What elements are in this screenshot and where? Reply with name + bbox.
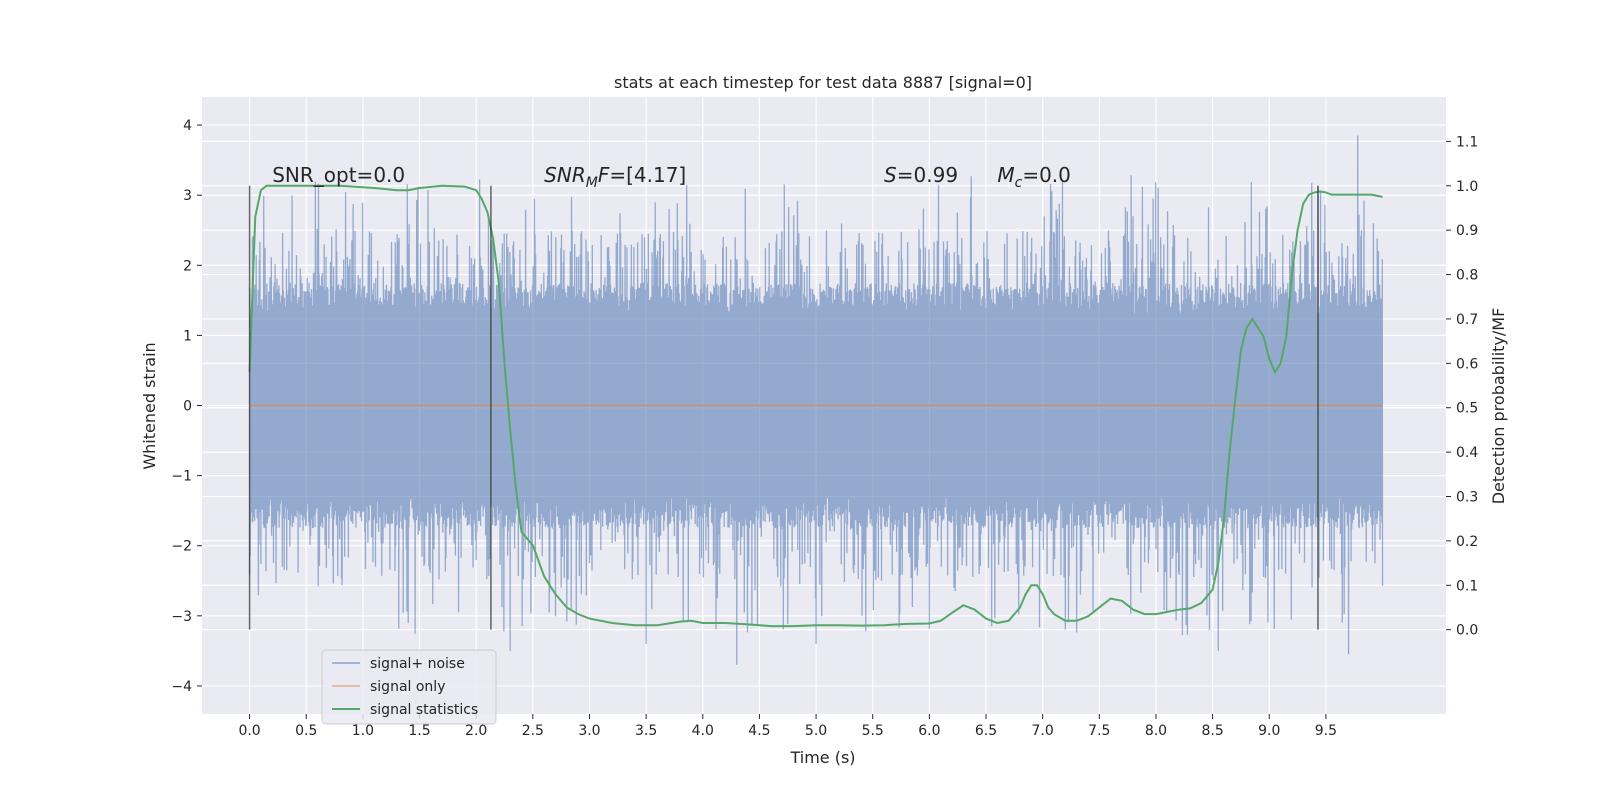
window-markers: [248, 185, 1319, 630]
x-tick-label: 2.0: [465, 723, 487, 739]
y2-tick-label: 0.2: [1456, 534, 1478, 550]
x-tick-label: 4.0: [692, 723, 714, 739]
x-tick-label: 1.5: [408, 723, 430, 739]
signal-plus-noise-series: [248, 135, 1384, 665]
annotation-3: Mc=0.0: [997, 163, 1071, 191]
x-tick-label: 0.5: [295, 723, 317, 739]
y-tick-label: −4: [171, 679, 192, 695]
x-tick-label: 7.5: [1088, 723, 1110, 739]
y2-tick-label: 0.8: [1456, 268, 1478, 284]
line-series: [248, 184, 1383, 628]
annotations: SNR_opt=0.0 SNRMF=[4.17] S=0.99 Mc=0.0: [272, 163, 1071, 191]
y-tick-label: −1: [171, 469, 192, 485]
y2-tick-label: 0.5: [1456, 401, 1478, 417]
x-tick-label: 0.0: [238, 723, 260, 739]
x-tick-label: 3.0: [578, 723, 600, 739]
legend-label-signal-only: signal only: [370, 679, 445, 695]
y2-tick-label: 1.1: [1456, 134, 1478, 150]
legend-label-signal-noise: signal+ noise: [370, 656, 465, 672]
x-tick-label: 2.5: [522, 723, 544, 739]
chart-title: stats at each timestep for test data 888…: [614, 73, 1032, 92]
x-tick-label: 3.5: [635, 723, 657, 739]
x-tick-label: 6.0: [918, 723, 940, 739]
x-tick-label: 6.5: [975, 723, 997, 739]
series-signal-statistics: [248, 184, 1383, 628]
x-tick-label: 5.0: [805, 723, 827, 739]
y-tick-label: 2: [183, 258, 192, 274]
y2-axis-label: Detection probability/MF: [1489, 308, 1508, 505]
x-tick-label: 4.5: [748, 723, 770, 739]
annotation-2: S=0.99: [884, 163, 958, 187]
series-signal-plus-noise: [248, 135, 1384, 665]
y-axis-ticks: 4 3 2 1 0 −1 −2 −3 −4: [171, 118, 202, 695]
x-axis-ticks: 0.0 0.5 1.0 1.5 2.0 2.5 3.0 3.5 4.0 4.5 5.0 5.5 6.0 6…: [238, 714, 1337, 739]
y2-axis-ticks: 1.1 1.0 0.9 0.8 0.7 0.6 0.5 0.4 0.3 0.2 0.1 0.0: [1446, 134, 1478, 639]
y2-tick-label: 0.1: [1456, 578, 1478, 594]
x-tick-label: 9.0: [1258, 723, 1280, 739]
y-axis-label: Whitened strain: [140, 342, 159, 469]
y2-tick-label: 0.0: [1456, 623, 1478, 639]
x-tick-label: 1.0: [352, 723, 374, 739]
y-tick-label: 0: [183, 399, 192, 415]
y2-tick-label: 0.4: [1456, 445, 1478, 461]
x-tick-label: 5.5: [862, 723, 884, 739]
y2-tick-label: 0.7: [1456, 312, 1478, 328]
y-tick-label: −2: [171, 539, 192, 555]
x-axis-label: Time (s): [789, 748, 855, 767]
y-tick-label: 4: [183, 118, 192, 134]
x-tick-label: 9.5: [1315, 723, 1337, 739]
x-tick-label: 8.0: [1145, 723, 1167, 739]
y-tick-label: −3: [171, 609, 192, 625]
annotation-0: SNR_opt=0.0: [272, 163, 405, 187]
legend-box: [321, 649, 497, 725]
y-tick-label: 3: [183, 188, 192, 204]
y2-tick-label: 0.3: [1456, 489, 1478, 505]
x-tick-label: 7.0: [1032, 723, 1054, 739]
y-tick-label: 1: [183, 328, 192, 344]
y2-tick-label: 0.9: [1456, 223, 1478, 239]
y2-tick-label: 0.6: [1456, 356, 1478, 372]
y2-tick-label: 1.0: [1456, 179, 1478, 195]
legend: signal+ noise signal only signal statist…: [321, 649, 497, 725]
x-tick-label: 8.5: [1201, 723, 1223, 739]
legend-label-signal-statistics: signal statistics: [370, 702, 478, 718]
annotation-1: SNRMF=[4.17]: [544, 163, 686, 191]
